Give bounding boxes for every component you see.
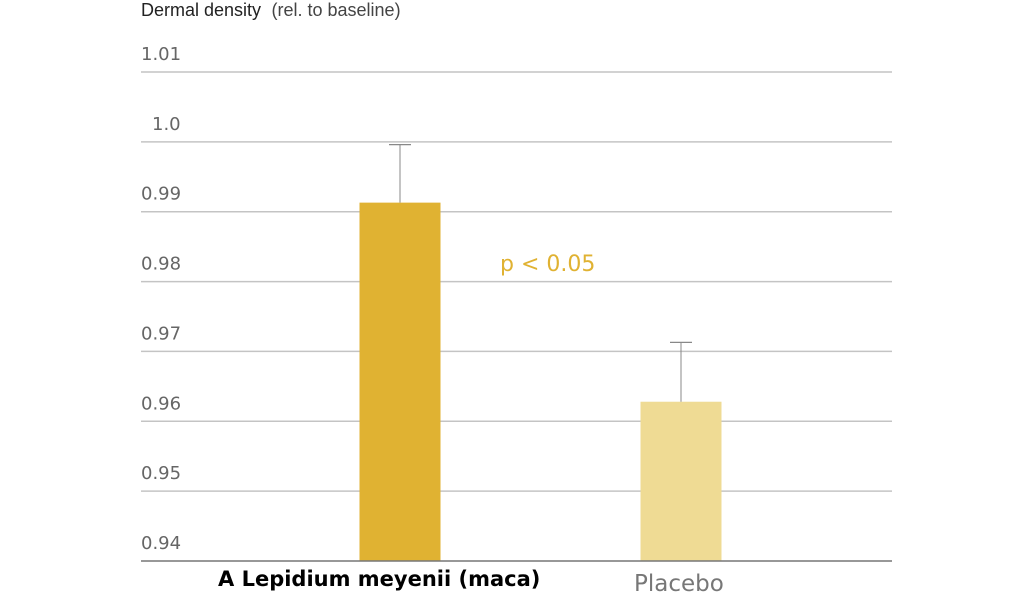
y-tick-label: 0.97 (141, 323, 181, 344)
x-category-label: A Lepidium meyenii (maca) (218, 567, 540, 591)
p-value-annotation: p < 0.05 (500, 252, 595, 277)
bar (359, 202, 441, 561)
y-tick-label: 0.95 (141, 463, 181, 484)
bars (359, 202, 722, 561)
y-axis-title-main: Dermal density (141, 0, 261, 20)
error-bars (389, 144, 692, 402)
y-axis-title-unit: (rel. to baseline) (272, 0, 401, 20)
y-tick-label: 1.0 (152, 114, 181, 135)
x-category-label: Placebo (634, 571, 724, 593)
y-axis-title: Dermal density (rel. to baseline) (141, 0, 401, 20)
gridlines (141, 71, 892, 492)
x-category-labels: A Lepidium meyenii (maca) Placebo (218, 567, 724, 593)
y-tick-label: 0.96 (141, 393, 181, 414)
y-tick-label: 1.01 (141, 44, 181, 65)
y-tick-label: 0.99 (141, 184, 181, 205)
y-tick-label: 0.94 (141, 533, 181, 554)
bar (640, 401, 722, 561)
y-tick-label: 0.98 (141, 254, 181, 275)
y-tick-labels: 0.94 0.95 0.96 0.97 0.98 0.99 1.0 1.01 (141, 44, 181, 554)
